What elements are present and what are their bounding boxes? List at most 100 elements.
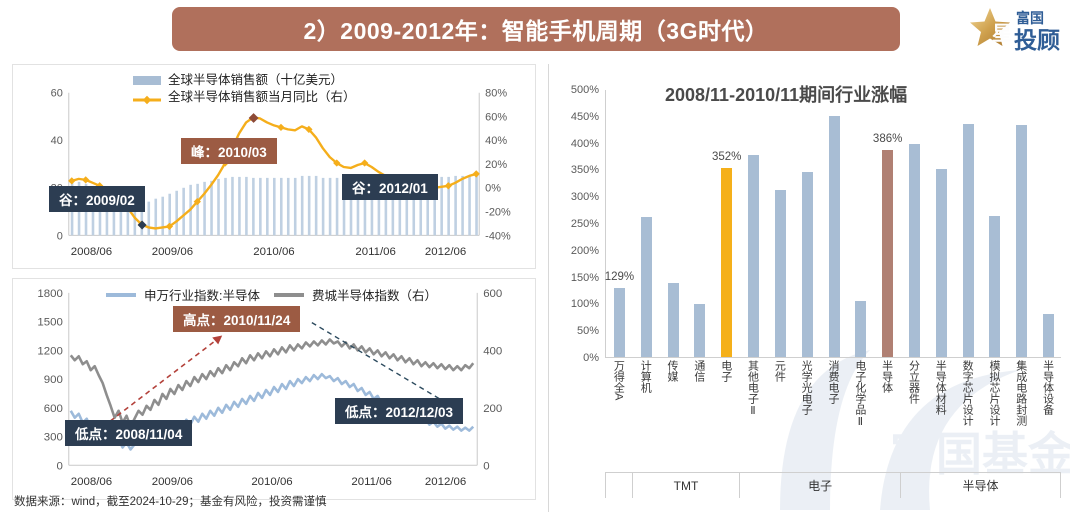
bar <box>989 216 1001 357</box>
bar <box>962 123 974 357</box>
category-label: 分立器件 <box>907 360 920 404</box>
y-tick-label: 400% <box>570 137 599 150</box>
svg-text:2009/06: 2009/06 <box>152 476 193 488</box>
page-header: 2）2009-2012年：智能手机周期（3G时代） 星 富国 投顾 <box>0 0 1080 60</box>
category-label: 计算机 <box>639 360 652 393</box>
svg-text:900: 900 <box>44 374 63 386</box>
svg-text:2009/06: 2009/06 <box>152 246 193 258</box>
category-label: 数字芯片设计 <box>961 360 974 426</box>
group-label-cell <box>605 472 632 498</box>
category-label: 万得全A <box>612 360 625 401</box>
bar <box>613 287 625 357</box>
bar <box>908 144 920 357</box>
category-label: 半导体材料 <box>934 360 947 415</box>
brand-logo: 星 富国 投顾 <box>964 4 1072 56</box>
group-label-cell: 电子 <box>739 472 901 498</box>
y-tick-label: 100% <box>570 298 599 311</box>
bar-chart-group-axis: TMT 电子 半导体 <box>605 472 1061 502</box>
svg-text:0: 0 <box>57 230 63 242</box>
category-label: 集成电路封测 <box>1014 360 1027 426</box>
svg-text:投顾: 投顾 <box>1014 27 1060 53</box>
category-label: 光学光电子 <box>800 360 813 415</box>
bar-value-label: 386% <box>872 133 903 146</box>
svg-text:0: 0 <box>483 460 489 472</box>
category-label: 半导体设备 <box>1041 360 1054 415</box>
svg-text:40%: 40% <box>485 135 507 147</box>
category-label: 传媒 <box>666 360 679 382</box>
svg-text:富国: 富国 <box>1016 10 1044 26</box>
bar <box>1043 313 1055 357</box>
bar-chart-category-labels: 万得全A 计算机 传媒 通信 电子 其他电子Ⅱ 元件 光学光电子 消费电子 电子化学品Ⅱ 半导体 分立… <box>605 360 1061 472</box>
y-tick-label: 350% <box>570 164 599 177</box>
category-label: 模拟芯片设计 <box>987 360 1000 426</box>
industry-gain-chart: 2008/11-2010/11期间行业涨幅 0% 50% 100% 150% 200% 2… <box>555 68 1069 512</box>
y-tick-label: 200% <box>570 244 599 257</box>
category-label: 电子化学品Ⅱ <box>853 360 866 428</box>
y-tick-label: 250% <box>570 218 599 230</box>
svg-text:600: 600 <box>44 403 63 415</box>
bar <box>721 168 733 357</box>
legend-swatch-sox <box>273 292 304 297</box>
annotation-high-2010: 高点：2010/11/24 <box>173 306 301 332</box>
svg-text:200: 200 <box>483 403 502 415</box>
semi-sales-chart: 0 20 40 60 -40% -20% 0% 20% 40% 60% 80% <box>12 64 536 269</box>
category-label: 其他电子Ⅱ <box>746 360 759 417</box>
bar <box>667 282 679 357</box>
bar-value-label: 129% <box>604 270 635 283</box>
svg-text:80%: 80% <box>485 88 507 100</box>
legend-swatch-sw-index <box>106 292 136 297</box>
industry-gain-panel: 2008/11-2010/11期间行业涨幅 0% 50% 100% 150% 200% 2… <box>548 64 1068 512</box>
category-label: 消费电子 <box>827 360 839 404</box>
annotation-low-2008: 低点：2008/11/04 <box>65 420 193 446</box>
page-title-banner: 2）2009-2012年：智能手机周期（3G时代） <box>172 7 900 51</box>
category-label: 元件 <box>773 360 786 382</box>
bar-value-label: 352% <box>711 151 742 164</box>
y-tick-label: 150% <box>570 271 599 284</box>
svg-text:0%: 0% <box>485 183 501 195</box>
svg-text:60%: 60% <box>485 111 507 123</box>
svg-text:2012/06: 2012/06 <box>425 246 466 258</box>
svg-text:2010/06: 2010/06 <box>251 476 292 488</box>
bar <box>774 190 786 357</box>
semi-index-chart: 0 300 600 900 1200 1500 1800 0 200 400 6… <box>12 278 536 500</box>
svg-text:2012/06: 2012/06 <box>425 476 466 488</box>
svg-text:1200: 1200 <box>37 345 62 357</box>
y-tick-label: 50% <box>576 325 599 338</box>
legend-swatch-line <box>133 93 161 104</box>
bar <box>694 303 706 357</box>
svg-text:2011/06: 2011/06 <box>351 476 391 488</box>
svg-text:1500: 1500 <box>37 317 62 329</box>
page-title: 2）2009-2012年：智能手机周期（3G时代） <box>303 18 769 44</box>
svg-text:400: 400 <box>483 345 502 357</box>
svg-text:2008/06: 2008/06 <box>71 246 112 258</box>
semi-index-legend: 申万行业指数:半导体 费城半导体指数（右） <box>106 285 437 304</box>
bar <box>748 155 760 357</box>
svg-text:600: 600 <box>483 288 502 300</box>
data-source-footnote: 数据来源：wind，截至2024-10-29；基金有风险，投资需谨慎 <box>14 496 327 508</box>
svg-text:2011/06: 2011/06 <box>355 246 396 258</box>
legend-label-yoy: 全球半导体销售额当月同比（右） <box>168 90 356 104</box>
bar <box>640 216 652 357</box>
legend-label-sales: 全球半导体销售额（十亿美元） <box>168 73 344 87</box>
bar <box>935 169 947 357</box>
svg-text:-20%: -20% <box>485 207 511 219</box>
svg-text:60: 60 <box>51 88 63 100</box>
annotation-peak-2010: 峰：2010/03 <box>181 138 277 164</box>
y-tick-label: 500% <box>570 84 599 96</box>
legend-label-sw-index: 申万行业指数:半导体 <box>144 289 260 303</box>
svg-text:-40%: -40% <box>485 230 511 242</box>
category-label: 半导体 <box>880 360 893 393</box>
annotation-trough-2012: 谷：2012/01 <box>342 174 438 200</box>
svg-text:0: 0 <box>56 460 62 472</box>
svg-text:300: 300 <box>44 432 63 444</box>
bar <box>855 300 867 357</box>
svg-text:星: 星 <box>992 22 1012 45</box>
legend-swatch-bar <box>133 76 161 85</box>
annotation-trough-2009: 谷：2009/02 <box>49 186 145 212</box>
y-tick-label: 450% <box>570 110 599 123</box>
annotation-low-2012: 低点：2012/12/03 <box>335 398 464 424</box>
svg-text:2010/06: 2010/06 <box>253 246 294 258</box>
semi-sales-legend: 全球半导体销售额（十亿美元） 全球半导体销售额当月同比（右） <box>133 72 356 106</box>
legend-label-sox: 费城半导体指数（右） <box>311 289 437 303</box>
bar-chart-plot-area: 129% 352% 386% <box>605 90 1061 358</box>
